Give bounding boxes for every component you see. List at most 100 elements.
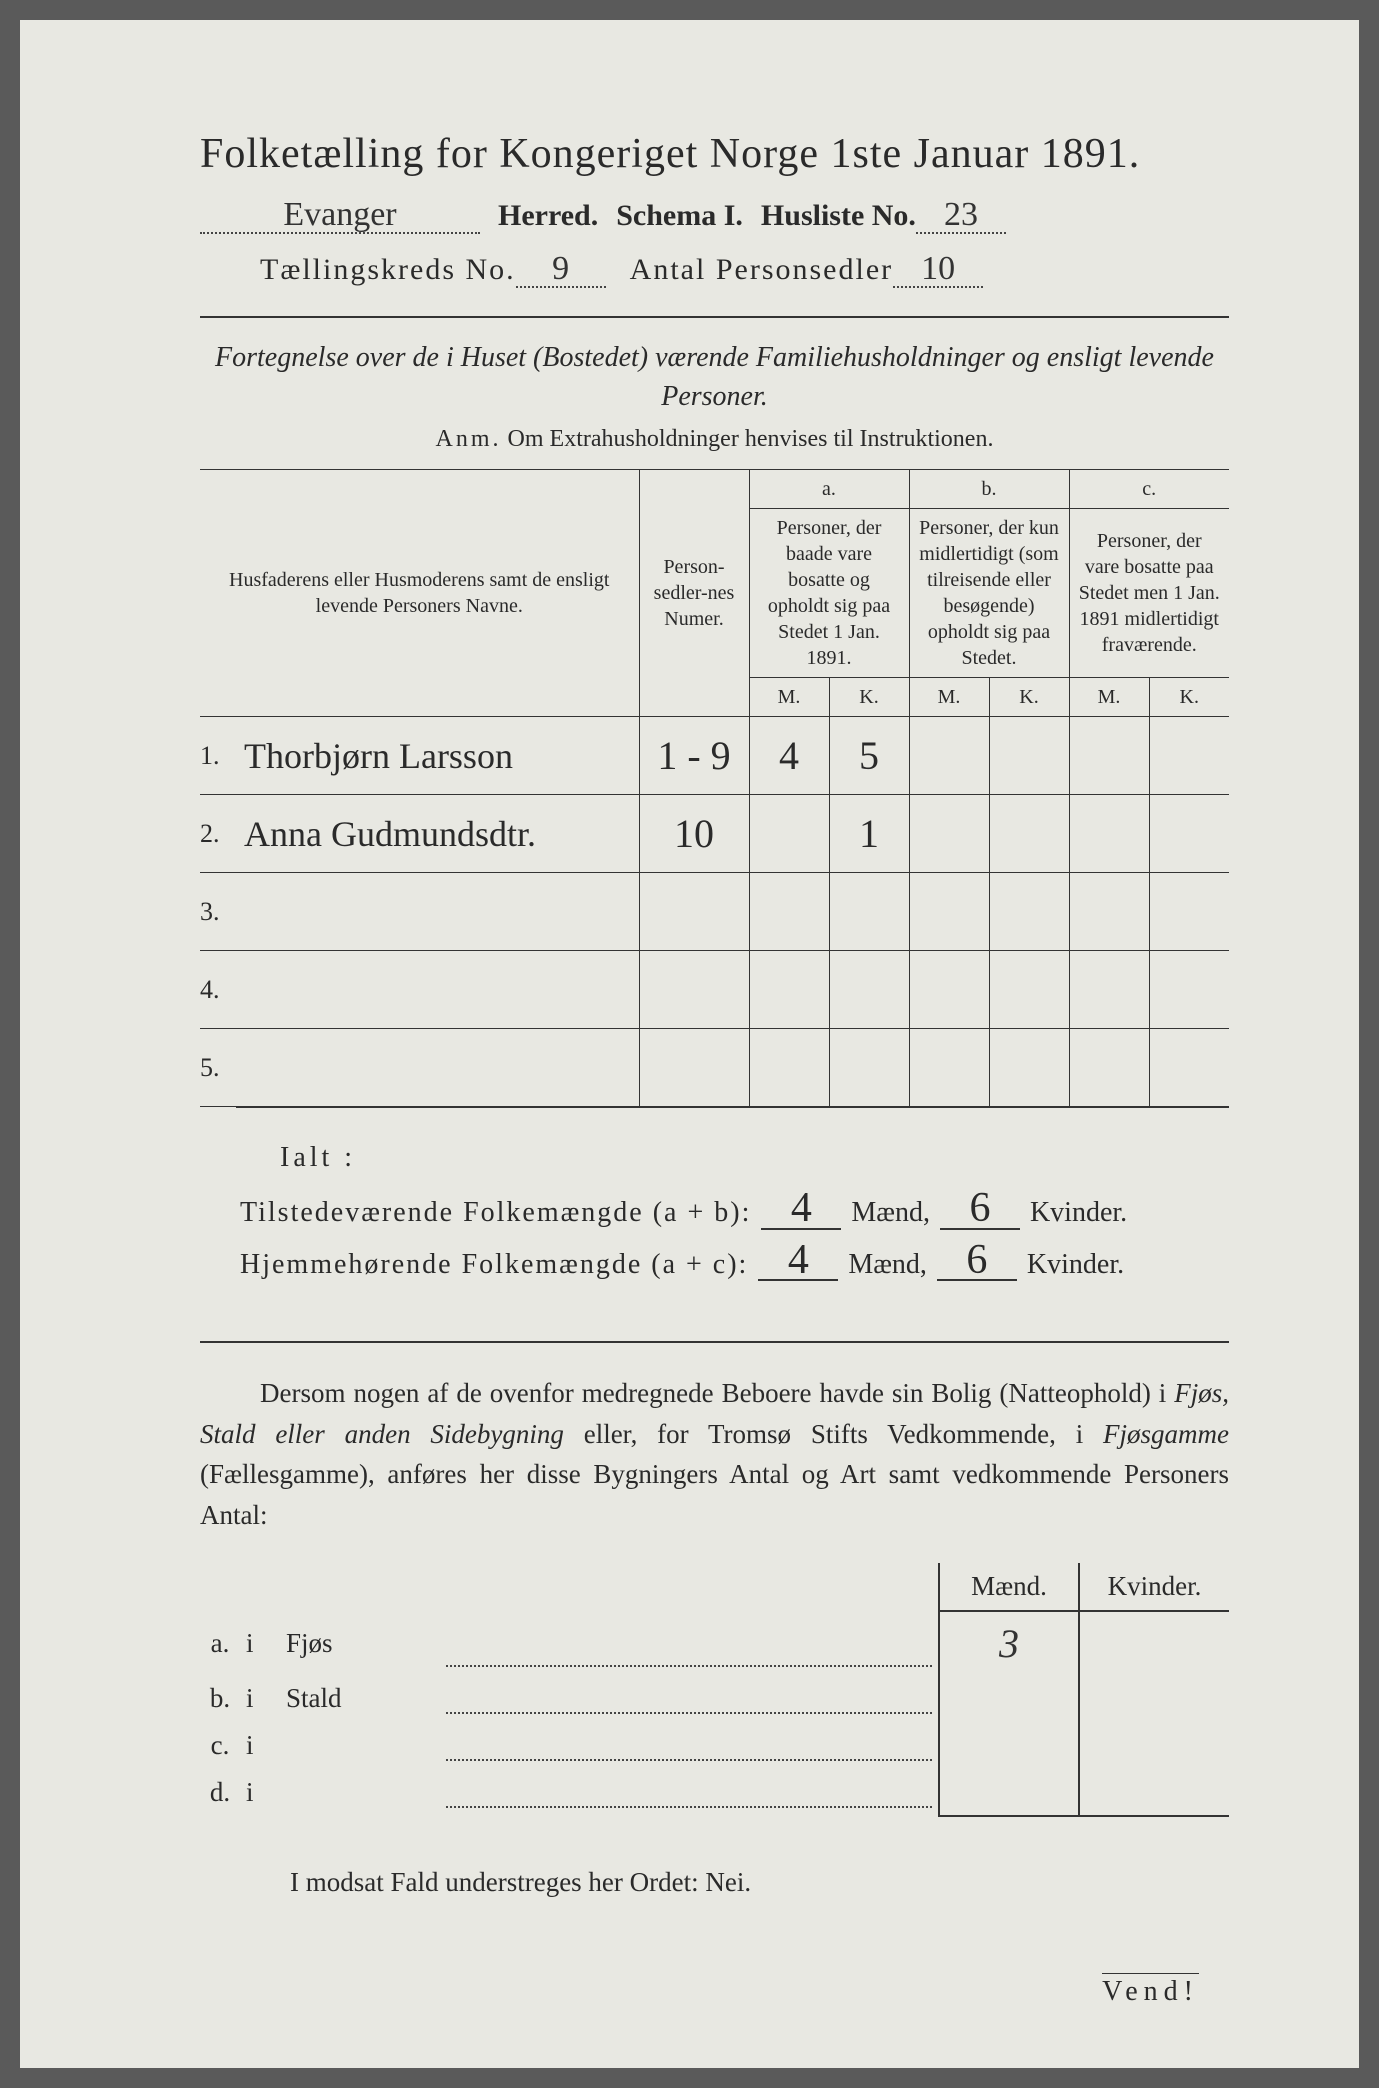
para-t3: (Fællesgamme), anføres her disse Bygning…: [200, 1459, 1229, 1530]
bottom-k-cell: [1079, 1769, 1229, 1816]
col-b-letter: b.: [909, 470, 1069, 509]
c-m-cell: [1069, 795, 1149, 873]
bottom-name: [280, 1722, 440, 1769]
a-m: M.: [749, 678, 829, 717]
col-names-text: Husfaderens eller Husmoderens samt de en…: [229, 569, 609, 617]
census-form-page: Folketælling for Kongeriget Norge 1ste J…: [20, 20, 1359, 2068]
bottom-row: a.iFjøs3: [200, 1611, 1229, 1675]
vend-label: Vend!: [1102, 1973, 1199, 2008]
b-k: K.: [989, 678, 1069, 717]
maend-label: Mænd,: [851, 1197, 930, 1229]
num-cell: [639, 1029, 749, 1107]
personsedler-value: 10: [893, 252, 983, 288]
b-k-cell: [989, 1029, 1069, 1107]
name-cell: [236, 873, 639, 951]
anm-line: Anm. Om Extrahusholdninger henvises til …: [200, 426, 1229, 453]
b-m-cell: [909, 717, 989, 795]
name-cell: [236, 1029, 639, 1107]
ialt-row-1: Tilstedeværende Folkemængde (a + b): 4 M…: [240, 1190, 1229, 1230]
bottom-name: [280, 1769, 440, 1816]
col-c-header: Personer, der vare bosatte paa Stedet me…: [1069, 509, 1229, 678]
num-cell: [639, 873, 749, 951]
anm-text: Om Extrahusholdninger henvises til Instr…: [508, 426, 994, 452]
bottom-row: b.iStald: [200, 1675, 1229, 1722]
intro-text: Fortegnelse over de i Huset (Bostedet) v…: [200, 338, 1229, 416]
c-k-cell: [1149, 1029, 1229, 1107]
bottom-i: i: [240, 1675, 280, 1722]
bottom-name: Fjøs: [280, 1611, 440, 1675]
bottom-letter: a.: [200, 1611, 240, 1675]
a-k-cell: [829, 1029, 909, 1107]
table-row: 3.: [200, 873, 1229, 951]
table-row: 1.Thorbjørn Larsson1 - 945: [200, 717, 1229, 795]
kreds-label: Tællingskreds No.: [260, 253, 516, 287]
ialt-title: Ialt :: [280, 1142, 1229, 1174]
table-row: 2.Anna Gudmundsdtr.101: [200, 795, 1229, 873]
b-m-cell: [909, 1029, 989, 1107]
bottom-m-cell: [939, 1722, 1079, 1769]
b-m-cell: [909, 951, 989, 1029]
ialt2-k: 6: [937, 1242, 1017, 1282]
divider: [200, 316, 1229, 318]
c-k: K.: [1149, 678, 1229, 717]
b-k-cell: [989, 795, 1069, 873]
col-num-header: Person-sedler-nes Numer.: [639, 470, 749, 717]
page-title: Folketælling for Kongeriget Norge 1ste J…: [200, 130, 1229, 178]
num-cell: [639, 951, 749, 1029]
row-number: 5.: [200, 1029, 236, 1107]
bottom-row: c.i: [200, 1722, 1229, 1769]
ialt2-m: 4: [758, 1242, 838, 1282]
b-m-cell: [909, 873, 989, 951]
bottom-i: i: [240, 1769, 280, 1816]
bottom-letter: c.: [200, 1722, 240, 1769]
main-table: Husfaderens eller Husmoderens samt de en…: [200, 469, 1229, 1108]
col-b-header: Personer, der kun midlertidigt (som tilr…: [909, 509, 1069, 678]
bottom-dots: [440, 1769, 939, 1816]
bottom-m-cell: 3: [939, 1611, 1079, 1675]
paragraph: Dersom nogen af de ovenfor medregnede Be…: [200, 1373, 1229, 1535]
name-cell: Thorbjørn Larsson: [236, 717, 639, 795]
husliste-value: 23: [916, 198, 1006, 234]
bottom-table: Mænd. Kvinder. a.iFjøs3b.iStaldc.id.i: [200, 1563, 1229, 1817]
bottom-letter: d.: [200, 1769, 240, 1816]
a-k-cell: [829, 873, 909, 951]
header-line-1: Evanger Herred. Schema I. Husliste No. 2…: [200, 198, 1229, 234]
personsedler-label: Antal Personsedler: [630, 253, 893, 287]
col-c-letter: c.: [1069, 470, 1229, 509]
c-m: M.: [1069, 678, 1149, 717]
col-a-header: Personer, der baade vare bosatte og opho…: [749, 509, 909, 678]
b-m: M.: [909, 678, 989, 717]
b-k-cell: [989, 873, 1069, 951]
header-line-2: Tællingskreds No. 9 Antal Personsedler 1…: [260, 252, 1229, 288]
bottom-k-cell: [1079, 1722, 1229, 1769]
bottom-k-cell: [1079, 1675, 1229, 1722]
a-m-cell: [749, 951, 829, 1029]
bottom-maend-header: Mænd.: [939, 1563, 1079, 1611]
schema-label: Schema I.: [616, 199, 743, 233]
ialt1-k: 6: [940, 1190, 1020, 1230]
ialt1-m: 4: [761, 1190, 841, 1230]
c-k-cell: [1149, 951, 1229, 1029]
name-cell: Anna Gudmundsdtr.: [236, 795, 639, 873]
num-cell: 1 - 9: [639, 717, 749, 795]
c-k-cell: [1149, 795, 1229, 873]
b-m-cell: [909, 795, 989, 873]
herred-label: Herred.: [498, 199, 598, 233]
para-it2: Fjøsgamme: [1103, 1419, 1229, 1449]
herred-value: Evanger: [200, 198, 480, 234]
totals-block: Ialt : Tilstedeværende Folkemængde (a + …: [200, 1142, 1229, 1282]
bottom-row: d.i: [200, 1769, 1229, 1816]
c-k-cell: [1149, 873, 1229, 951]
b-k-cell: [989, 951, 1069, 1029]
a-m-cell: [749, 795, 829, 873]
c-m-cell: [1069, 951, 1149, 1029]
row-number: 3.: [200, 873, 236, 951]
bottom-dots: [440, 1611, 939, 1675]
name-cell: [236, 951, 639, 1029]
col-a-letter: a.: [749, 470, 909, 509]
bottom-k-cell: [1079, 1611, 1229, 1675]
ialt1-label: Tilstedeværende Folkemængde (a + b):: [240, 1197, 751, 1229]
bottom-dots: [440, 1722, 939, 1769]
a-k-cell: 5: [829, 717, 909, 795]
a-k-cell: [829, 951, 909, 1029]
